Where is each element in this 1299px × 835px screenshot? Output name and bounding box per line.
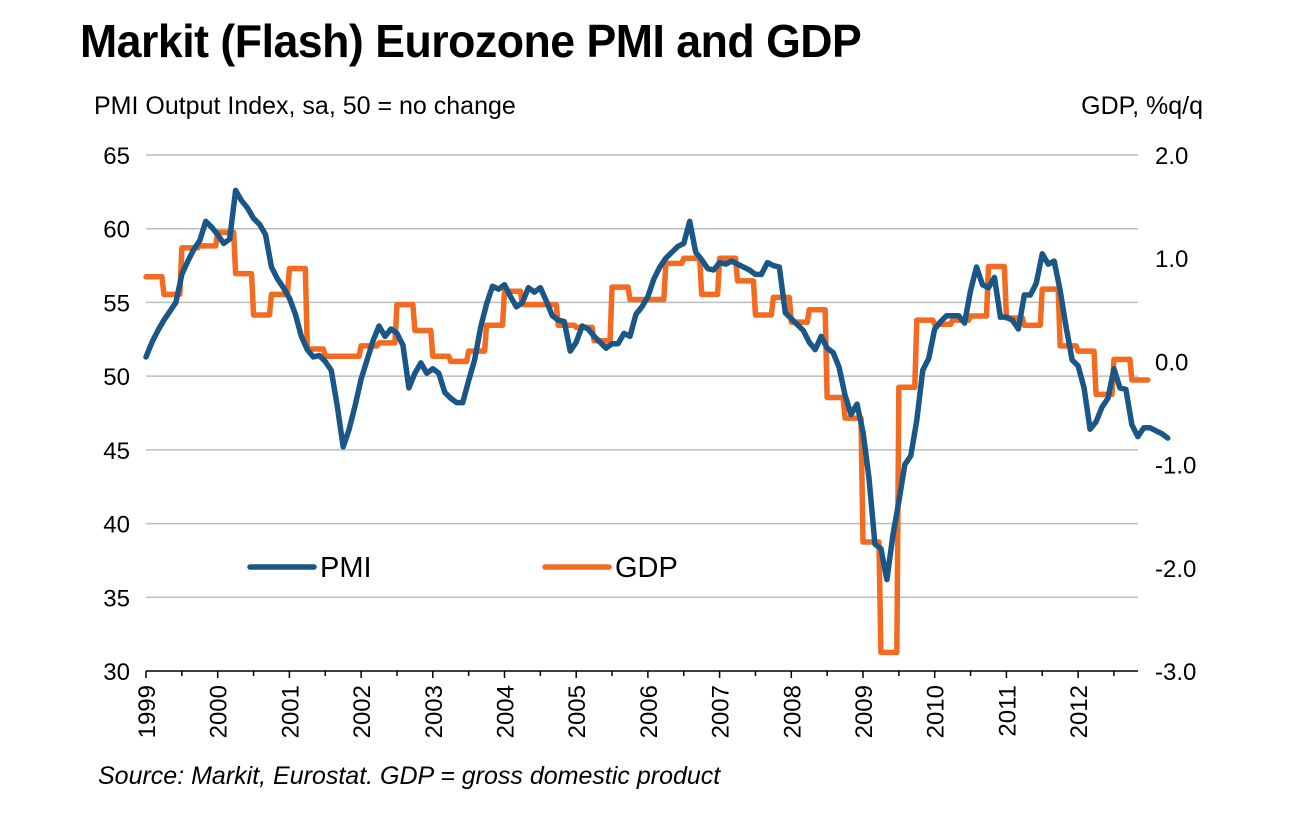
- right-tick-label: 0.0: [1155, 349, 1188, 376]
- right-tick-label: -2.0: [1155, 556, 1196, 583]
- right-tick-label: -3.0: [1155, 659, 1196, 686]
- x-tick-label: 2009: [851, 685, 878, 738]
- left-axis-ticks: 65 60 55 50 45 40 35 30: [103, 143, 130, 686]
- left-tick-label: 55: [103, 290, 130, 317]
- left-tick-label: 45: [103, 438, 130, 465]
- gridlines: [146, 154, 1138, 599]
- x-tick-label: 2001: [277, 685, 304, 738]
- x-tick-label: 2012: [1066, 685, 1093, 738]
- x-tick-label: 1999: [134, 685, 161, 738]
- left-tick-label: 50: [103, 364, 130, 391]
- x-tick-label: 2004: [493, 685, 520, 738]
- right-axis-ticks: 2.0 1.0 0.0 -1.0 -2.0 -3.0: [1155, 143, 1196, 686]
- x-tick-label: 2000: [206, 685, 233, 738]
- legend-label-pmi: PMI: [320, 552, 372, 584]
- pmi-series-line: [143, 187, 1171, 583]
- x-tick-label: 2007: [708, 685, 735, 738]
- left-tick-label: 40: [103, 512, 130, 539]
- series-group: [143, 187, 1171, 656]
- left-tick-label: 30: [103, 659, 130, 686]
- left-axis-title: PMI Output Index, sa, 50 = no change: [94, 92, 516, 120]
- x-tick-label: 2003: [421, 685, 448, 738]
- chart-title: Markit (Flash) Eurozone PMI and GDP: [80, 15, 862, 67]
- x-tick-label: 2005: [564, 685, 591, 738]
- x-axis: 1999 2000 2001 2002 2003 2004 2005 2006 2007 2008…: [134, 670, 1138, 738]
- right-tick-label: -1.0: [1155, 453, 1196, 480]
- left-tick-label: 35: [103, 585, 130, 612]
- legend-label-gdp: GDP: [615, 552, 678, 584]
- x-tick-label: 2011: [994, 685, 1021, 737]
- right-axis-title: GDP, %q/q: [1081, 92, 1203, 120]
- x-tick-label: 2008: [779, 685, 806, 738]
- legend: PMI GDP: [247, 552, 678, 584]
- source-note: Source: Markit, Eurostat. GDP = gross do…: [98, 762, 721, 790]
- left-tick-label: 65: [103, 143, 130, 170]
- x-tick-label: 2010: [923, 685, 950, 738]
- left-tick-label: 60: [103, 217, 130, 244]
- right-tick-label: 1.0: [1155, 246, 1188, 273]
- x-tick-label: 2006: [636, 685, 663, 738]
- right-tick-label: 2.0: [1155, 143, 1188, 170]
- x-tick-label: 2002: [349, 685, 376, 738]
